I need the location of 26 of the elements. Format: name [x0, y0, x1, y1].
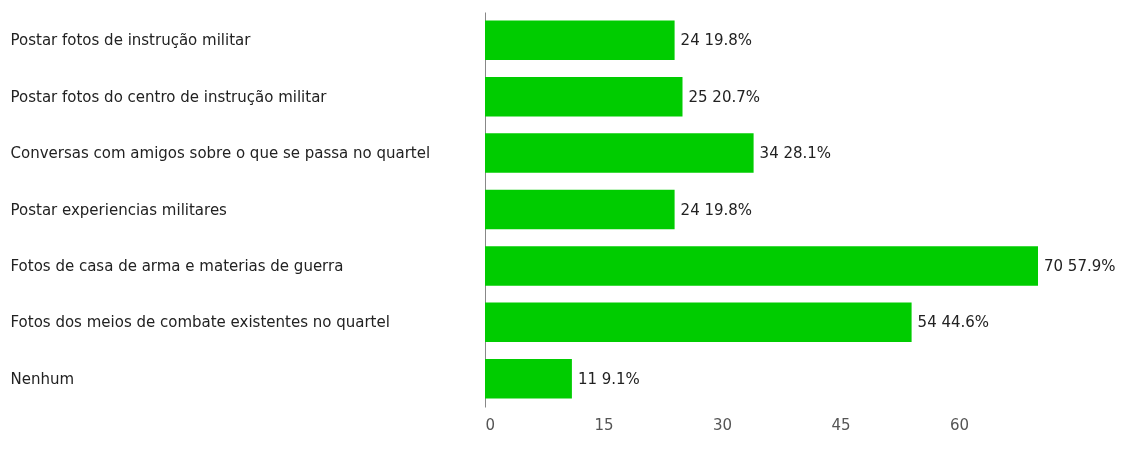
bar	[485, 76, 683, 117]
x-tick-label: 15	[594, 415, 614, 434]
bar	[485, 20, 675, 60]
data-label: 24 19.8%	[680, 31, 753, 50]
y-tick-label: Nenhum	[10, 369, 75, 388]
x-tick-label: 45	[831, 415, 851, 434]
bar	[485, 246, 1038, 286]
y-tick-label: Conversas com amigos sobre o que se passa no quartel	[10, 144, 431, 163]
y-tick-label: Fotos de casa de arma e materias de guerra	[10, 256, 344, 275]
bar	[485, 359, 572, 399]
x-tick-label: 60	[949, 415, 970, 434]
x-tick-label: 0	[485, 415, 496, 434]
y-tick-label: Postar fotos de instrução militar	[10, 31, 252, 50]
data-label: 70 57.9%	[1044, 256, 1116, 275]
bar	[485, 133, 754, 173]
data-label: 24 19.8%	[680, 200, 753, 219]
y-tick-label: Postar experiencias militares	[10, 200, 228, 219]
bar	[485, 302, 912, 343]
data-label: 34 28.1%	[759, 144, 832, 163]
data-label: 11 9.1%	[577, 369, 640, 388]
x-tick-label: 30	[712, 415, 733, 434]
bar	[485, 189, 675, 230]
data-label: 25 20.7%	[688, 87, 761, 106]
y-tick-label: Fotos dos meios de combate existentes no quartel	[10, 313, 390, 332]
y-tick-label: Postar fotos do centro de instrução militar	[10, 87, 328, 106]
data-label: 54 44.6%	[917, 313, 990, 332]
